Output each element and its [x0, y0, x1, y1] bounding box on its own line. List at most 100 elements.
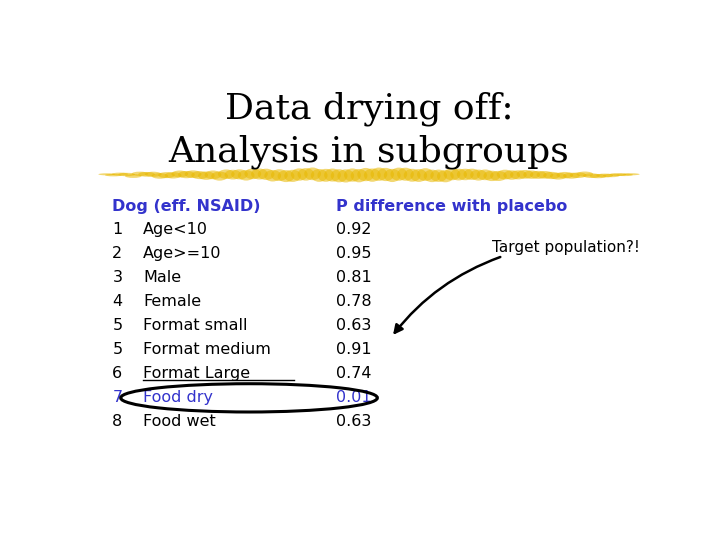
Ellipse shape: [503, 170, 520, 180]
Text: Format small: Format small: [143, 318, 248, 333]
Text: 0.91: 0.91: [336, 342, 371, 357]
Text: Dog (eff. NSAID): Dog (eff. NSAID): [112, 199, 261, 214]
Ellipse shape: [583, 173, 600, 178]
Ellipse shape: [390, 167, 408, 181]
Text: Food dry: Food dry: [143, 390, 213, 406]
Ellipse shape: [338, 170, 354, 183]
Text: 0.81: 0.81: [336, 270, 372, 285]
Ellipse shape: [530, 171, 546, 179]
Ellipse shape: [563, 173, 580, 179]
Text: P difference with placebo: P difference with placebo: [336, 199, 567, 214]
Ellipse shape: [364, 168, 381, 182]
Text: 4: 4: [112, 294, 122, 309]
Ellipse shape: [99, 173, 115, 176]
Ellipse shape: [497, 170, 513, 179]
Text: 8: 8: [112, 415, 122, 429]
Ellipse shape: [304, 167, 321, 180]
Ellipse shape: [410, 169, 427, 182]
Ellipse shape: [536, 171, 553, 179]
Text: 0.74: 0.74: [336, 366, 371, 381]
Ellipse shape: [258, 168, 274, 180]
Text: 2: 2: [112, 246, 122, 261]
Ellipse shape: [198, 172, 215, 180]
Ellipse shape: [384, 169, 400, 182]
Text: Format medium: Format medium: [143, 342, 271, 357]
Text: Target population?!: Target population?!: [492, 240, 639, 255]
Ellipse shape: [185, 170, 202, 178]
Ellipse shape: [444, 168, 460, 180]
Ellipse shape: [291, 168, 307, 181]
Ellipse shape: [623, 173, 639, 176]
Ellipse shape: [477, 170, 494, 180]
Ellipse shape: [577, 172, 593, 177]
Ellipse shape: [238, 170, 255, 180]
Text: Female: Female: [143, 294, 201, 309]
Ellipse shape: [603, 174, 620, 177]
Ellipse shape: [264, 170, 281, 181]
Ellipse shape: [470, 170, 487, 180]
Text: 0.63: 0.63: [336, 415, 371, 429]
Text: Analysis in subgroups: Analysis in subgroups: [168, 135, 570, 170]
Text: Male: Male: [143, 270, 181, 285]
Ellipse shape: [457, 168, 474, 180]
Ellipse shape: [464, 168, 480, 180]
Ellipse shape: [284, 170, 301, 182]
Ellipse shape: [145, 172, 161, 177]
Ellipse shape: [132, 172, 148, 176]
Ellipse shape: [483, 171, 500, 181]
Ellipse shape: [590, 174, 606, 178]
Ellipse shape: [351, 169, 367, 183]
Ellipse shape: [610, 173, 626, 176]
Ellipse shape: [570, 172, 587, 178]
Ellipse shape: [330, 169, 348, 183]
Ellipse shape: [231, 169, 248, 179]
Ellipse shape: [297, 168, 315, 181]
Text: 0.78: 0.78: [336, 294, 371, 309]
Ellipse shape: [218, 170, 235, 179]
Ellipse shape: [490, 171, 507, 181]
Ellipse shape: [550, 173, 567, 180]
Ellipse shape: [450, 168, 467, 180]
Ellipse shape: [165, 172, 181, 179]
Ellipse shape: [423, 170, 441, 182]
Ellipse shape: [523, 171, 540, 179]
Ellipse shape: [557, 172, 573, 178]
Ellipse shape: [271, 169, 288, 181]
Ellipse shape: [324, 168, 341, 181]
Text: 1: 1: [112, 221, 122, 237]
Ellipse shape: [118, 173, 135, 176]
Ellipse shape: [158, 172, 175, 178]
Ellipse shape: [211, 172, 228, 181]
Ellipse shape: [278, 170, 294, 182]
Text: 0.95: 0.95: [336, 246, 371, 261]
Ellipse shape: [431, 170, 447, 182]
Ellipse shape: [225, 170, 241, 180]
Ellipse shape: [318, 169, 334, 182]
Ellipse shape: [138, 172, 155, 177]
Ellipse shape: [510, 170, 527, 179]
Ellipse shape: [151, 173, 168, 179]
Text: Food wet: Food wet: [143, 415, 216, 429]
Text: 0.63: 0.63: [336, 318, 371, 333]
Ellipse shape: [112, 173, 128, 176]
Text: 5: 5: [112, 342, 122, 357]
Ellipse shape: [404, 169, 420, 182]
Ellipse shape: [204, 171, 221, 179]
Text: 6: 6: [112, 366, 122, 381]
Ellipse shape: [311, 169, 328, 182]
Ellipse shape: [417, 168, 434, 181]
Ellipse shape: [517, 170, 534, 179]
Ellipse shape: [357, 168, 374, 181]
Ellipse shape: [543, 172, 560, 179]
Text: 7: 7: [112, 390, 122, 406]
Ellipse shape: [178, 171, 195, 178]
Ellipse shape: [371, 167, 387, 181]
Ellipse shape: [251, 168, 268, 179]
Text: 0.92: 0.92: [336, 221, 371, 237]
Text: Age<10: Age<10: [143, 221, 208, 237]
Ellipse shape: [616, 173, 633, 176]
Ellipse shape: [596, 174, 613, 178]
Ellipse shape: [192, 171, 208, 179]
Text: 3: 3: [112, 270, 122, 285]
Ellipse shape: [377, 168, 394, 181]
